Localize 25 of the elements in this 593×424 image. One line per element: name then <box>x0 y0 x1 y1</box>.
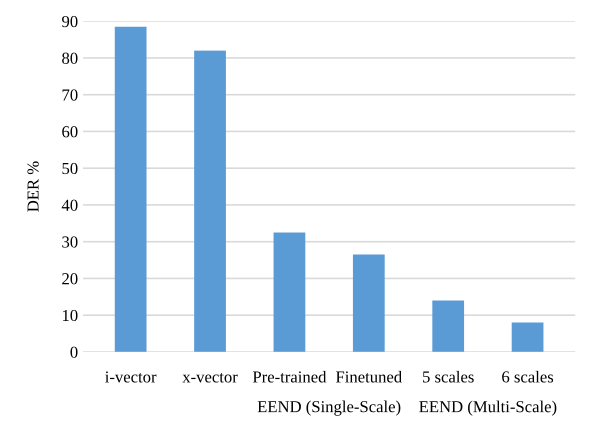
text: EEND (Multi-Scale) <box>419 400 556 416</box>
y-tick-label: 80 <box>62 52 78 64</box>
y-tick-label: 30 <box>62 236 78 248</box>
y-tick-label: 20 <box>62 273 78 284</box>
y-tick-label: 70 <box>62 89 78 101</box>
y-tick-label: 50 <box>62 162 78 174</box>
x-tick-label: 5 scales <box>423 370 474 383</box>
y-tick-label: 90 <box>62 16 78 28</box>
y-tick-label: 60 <box>62 126 78 138</box>
y-tick-label: 0 <box>70 346 78 358</box>
x-tick-label: x-vector <box>182 373 238 383</box>
x-tick-label: Pre-trained <box>252 370 326 383</box>
text: EEND (Single-Scale) <box>258 400 400 416</box>
y-axis-title: DER % <box>27 161 39 212</box>
bar <box>194 50 226 352</box>
x-tick-label: i-vector <box>105 371 156 383</box>
y-tick-label: 40 <box>62 200 78 211</box>
bar <box>274 232 306 352</box>
bar <box>352 254 385 352</box>
x-tick-label: 6 scales <box>502 370 554 383</box>
bar <box>512 322 544 352</box>
bar <box>114 26 147 352</box>
x-tick-label: Finetuned <box>336 370 402 383</box>
y-tick-label: 10 <box>62 310 78 322</box>
bar <box>432 300 464 352</box>
